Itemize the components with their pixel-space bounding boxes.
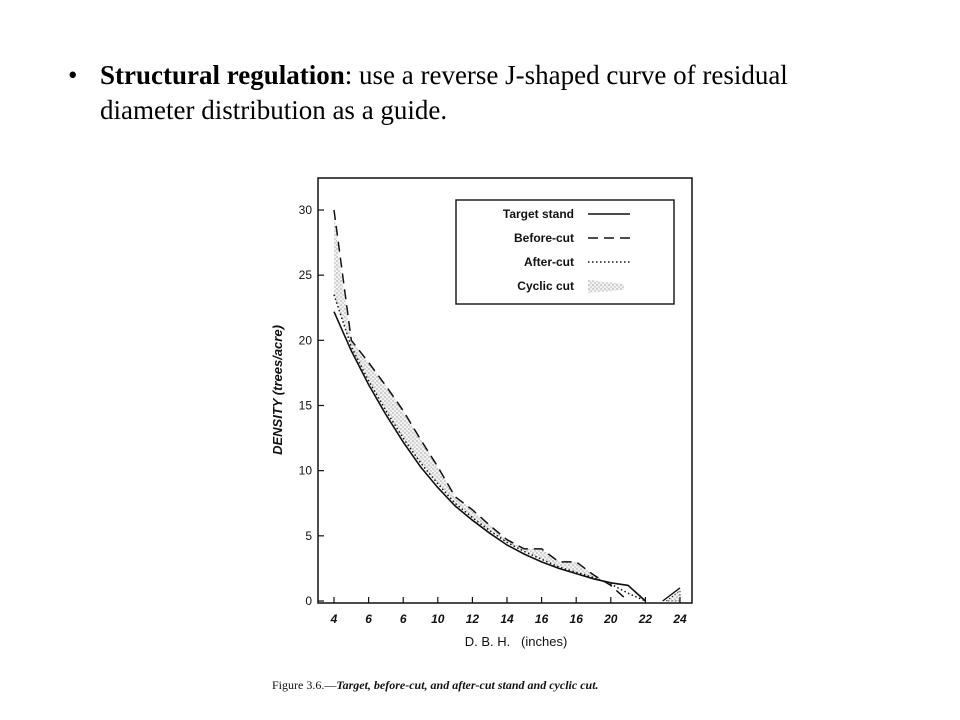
bullet-text: Structural regulation: use a reverse J-s… — [100, 58, 860, 128]
legend-label: After-cut — [524, 255, 574, 269]
series-line-target-stand — [333, 311, 646, 602]
x-tick-label: 16 — [570, 612, 584, 626]
x-tick-label: 12 — [466, 612, 480, 626]
legend-label: Before-cut — [514, 231, 574, 245]
legend-label: Target stand — [503, 207, 574, 221]
y-axis-label: DENSITY (trees/acre) — [270, 325, 285, 455]
y-tick-label: 30 — [299, 203, 313, 217]
x-tick-label: 14 — [500, 612, 514, 626]
x-axis-label: D. B. H. (inches) — [465, 634, 568, 649]
legend: Target stand Before-cut After-cut Cyclic cu… — [455, 199, 675, 305]
x-tick-label: 6 — [400, 612, 407, 626]
bullet-dot: • — [68, 60, 78, 90]
bullet-description: : use a reverse J-shaped curve of residu… — [100, 60, 788, 125]
plot-frame — [317, 177, 693, 604]
figure-caption: Figure 3.6.—Target, before-cut, and afte… — [272, 678, 599, 693]
series-line-after-cut — [333, 294, 646, 602]
y-tick-label: 25 — [299, 268, 313, 282]
series-line-before-cut — [333, 209, 629, 602]
density-chart: 0 5 10 15 20 25 30 4 6 6 10 12 14 16 16 20 22 24 Target s… — [270, 177, 693, 649]
x-tick-label: 6 — [365, 612, 372, 626]
before-cut-tail — [662, 587, 681, 602]
x-tick-label: 10 — [431, 612, 445, 626]
y-tick-label: 20 — [299, 333, 313, 347]
x-tick-label: 22 — [638, 612, 653, 626]
x-tick-label: 20 — [603, 612, 618, 626]
legend-box — [455, 199, 675, 305]
caption-prefix: Figure 3.6.— — [272, 678, 337, 692]
x-tick-label: 4 — [330, 612, 338, 626]
y-tick-label: 0 — [305, 594, 312, 608]
y-tick-label: 5 — [305, 529, 312, 543]
bullet-bold-term: Structural regulation — [100, 60, 345, 90]
x-tick-label: 16 — [535, 612, 549, 626]
y-tick-label: 15 — [299, 399, 313, 413]
legend-swatch-cyclic-cut — [588, 280, 624, 293]
x-tick-label: 24 — [672, 612, 687, 626]
caption-text: Target, before-cut, and after-cut stand … — [336, 678, 599, 692]
legend-label: Cyclic cut — [517, 279, 574, 293]
after-cut-tail — [664, 589, 681, 602]
y-tick-label: 10 — [299, 464, 313, 478]
